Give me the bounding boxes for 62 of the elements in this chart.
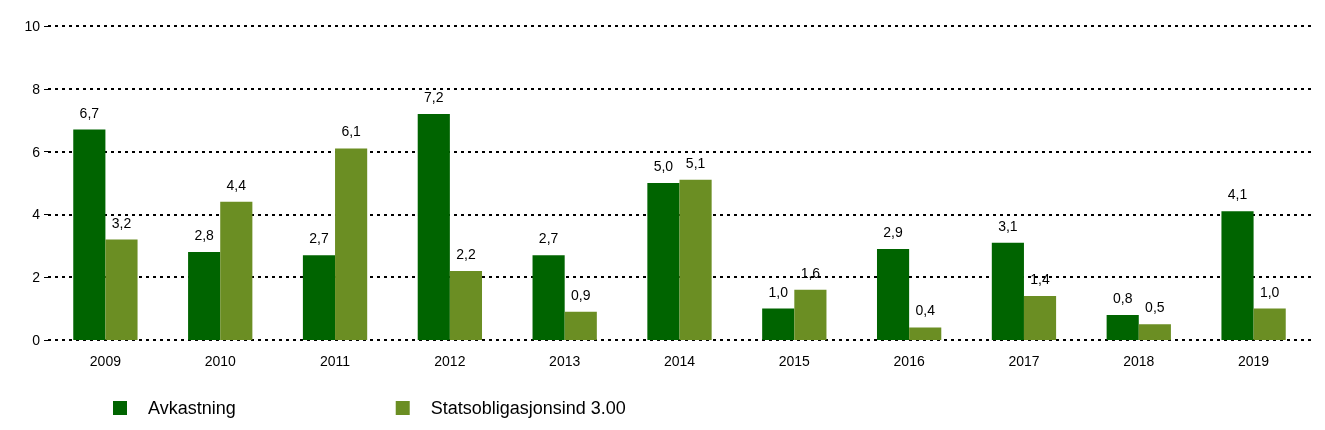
bar	[302, 255, 336, 340]
bar	[1221, 211, 1254, 340]
data-label: 2,8	[194, 227, 215, 244]
data-label: 3,1	[998, 217, 1018, 234]
x-tick-label: 2012	[434, 353, 466, 369]
data-label: 4,4	[226, 176, 247, 193]
x-tick-label: 2013	[549, 353, 581, 369]
bar	[991, 242, 1024, 340]
bar	[647, 183, 680, 340]
y-tick-label: 2	[32, 269, 41, 286]
y-tick-label: 6	[32, 143, 41, 160]
legend-label: Avkastning	[148, 398, 236, 418]
data-label: 2,9	[883, 223, 903, 240]
x-tick-label: 2017	[1008, 353, 1040, 369]
bar	[335, 148, 368, 340]
bar	[220, 201, 253, 340]
data-label: 2,2	[456, 245, 476, 262]
bar	[679, 179, 712, 340]
bar	[449, 270, 483, 340]
bar	[1138, 324, 1171, 340]
bar	[73, 129, 106, 340]
bar	[1253, 308, 1286, 340]
data-label: 2,7	[309, 230, 329, 247]
bar	[909, 327, 942, 340]
data-label: 0,9	[571, 286, 591, 303]
data-label: 1,0	[1259, 283, 1280, 300]
y-tick-label: 0	[32, 332, 41, 348]
data-label: 7,2	[424, 88, 444, 105]
bar	[188, 252, 221, 340]
bar	[105, 239, 138, 340]
bar	[1106, 314, 1139, 340]
bar	[564, 311, 597, 340]
data-label: 6,1	[341, 123, 362, 140]
x-tick-label: 2014	[663, 353, 696, 369]
y-tick-label: 8	[32, 80, 41, 97]
bar	[794, 289, 827, 340]
data-label: 1,4	[1030, 271, 1050, 288]
data-label: 0,5	[1145, 299, 1165, 316]
bar	[532, 255, 565, 340]
legend-label: Statsobligasjonsind 3.00	[430, 398, 626, 418]
bar	[762, 308, 795, 340]
bar	[876, 248, 910, 340]
data-label: 0,8	[1112, 289, 1133, 306]
data-label: 0,4	[915, 302, 936, 319]
bar	[417, 113, 450, 340]
x-tick-label: 2016	[893, 353, 925, 369]
data-label: 3,2	[111, 214, 132, 231]
data-label: 4,1	[1227, 186, 1248, 203]
bar	[1023, 296, 1057, 340]
y-tick-label: 10	[24, 18, 41, 34]
data-label: 1,0	[768, 283, 789, 300]
data-label: 2,7	[538, 230, 559, 247]
x-tick-label: 2010	[204, 353, 237, 369]
x-tick-label: 2015	[778, 353, 811, 369]
data-label: 6,7	[79, 104, 100, 121]
y-tick-label: 4	[32, 206, 41, 223]
data-label: 5,1	[685, 154, 706, 171]
x-tick-label: 2019	[1238, 353, 1270, 369]
data-label: 5,0	[653, 158, 674, 174]
x-tick-label: 2018	[1123, 353, 1155, 369]
x-tick-label: 2009	[89, 353, 122, 369]
x-tick-label: 2011	[319, 353, 351, 369]
